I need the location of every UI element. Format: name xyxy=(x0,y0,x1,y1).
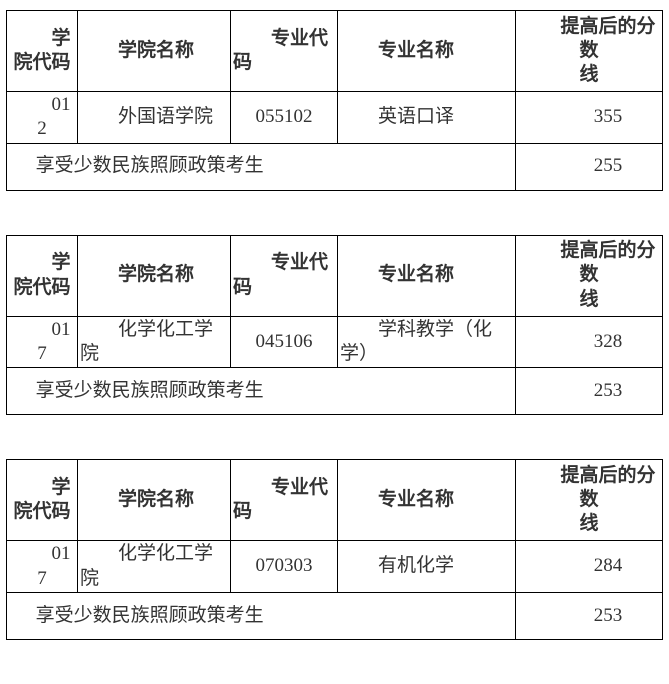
cell-college-code: 012 xyxy=(6,91,78,144)
col-header-major-code: 专业代 码 xyxy=(230,10,338,92)
cell-policy-label: 享受少数民族照顾政策考生 xyxy=(6,367,516,416)
col-header-college-name: 学院名称 xyxy=(77,234,231,317)
cell-college-name: 外国语学院 xyxy=(77,91,231,144)
cell-major-name: 学科教学（化学） xyxy=(337,315,516,369)
col-header-major-name: 专业名称 xyxy=(337,10,516,92)
header-row: 学 院代码 学院名称 专业代 码 专业名称 提高后的分数 线 xyxy=(6,10,663,92)
policy-row: 享受少数民族照顾政策考生 255 xyxy=(6,142,663,191)
cell-major-name: 有机化学 xyxy=(337,540,516,593)
col-header-major-code: 专业代 码 xyxy=(230,234,338,317)
header-row: 学 院代码 学院名称 专业代 码 专业名称 提高后的分数 线 xyxy=(6,234,663,317)
col-header-raised-score: 提高后的分数 线 xyxy=(515,234,663,317)
page: { "page": { "background": "#ffffff", "te… xyxy=(6,10,663,640)
table-row: 017 化学化工学院 070303 有机化学 284 xyxy=(6,540,663,593)
cell-policy-score: 253 xyxy=(515,591,663,640)
col-header-raised-score: 提高后的分数 线 xyxy=(515,459,663,542)
cell-raised-score: 355 xyxy=(515,91,663,144)
admission-score-table-1: 学 院代码 学院名称 专业代 码 专业名称 提高后的分数 线 012 外国语学院… xyxy=(6,10,663,191)
col-header-major-name: 专业名称 xyxy=(337,459,516,542)
cell-major-code: 045106 xyxy=(230,315,338,369)
cell-policy-label: 享受少数民族照顾政策考生 xyxy=(6,591,516,640)
col-header-college-code: 学 院代码 xyxy=(6,10,78,92)
col-header-major-code: 专业代 码 xyxy=(230,459,338,542)
cell-college-code: 017 xyxy=(6,315,78,369)
cell-policy-score: 255 xyxy=(515,142,663,191)
cell-major-code: 070303 xyxy=(230,540,338,593)
table-row: 017 化学化工学院 045106 学科教学（化学） 328 xyxy=(6,315,663,369)
header-row: 学 院代码 学院名称 专业代 码 专业名称 提高后的分数 线 xyxy=(6,459,663,542)
col-header-college-name: 学院名称 xyxy=(77,459,231,542)
policy-row: 享受少数民族照顾政策考生 253 xyxy=(6,591,663,640)
admission-score-table-2: 学 院代码 学院名称 专业代 码 专业名称 提高后的分数 线 017 化学化工学… xyxy=(6,234,663,416)
cell-college-name: 化学化工学院 xyxy=(77,540,231,593)
cell-college-name: 化学化工学院 xyxy=(77,315,231,369)
table-row: 012 外国语学院 055102 英语口译 355 xyxy=(6,91,663,144)
admission-score-table-3: 学 院代码 学院名称 专业代 码 专业名称 提高后的分数 线 017 化学化工学… xyxy=(6,459,663,640)
col-header-raised-score: 提高后的分数 线 xyxy=(515,10,663,92)
cell-policy-label: 享受少数民族照顾政策考生 xyxy=(6,142,516,191)
cell-college-code: 017 xyxy=(6,540,78,593)
cell-policy-score: 253 xyxy=(515,367,663,416)
policy-row: 享受少数民族照顾政策考生 253 xyxy=(6,367,663,416)
col-header-college-code: 学 院代码 xyxy=(6,459,78,542)
col-header-major-name: 专业名称 xyxy=(337,234,516,317)
cell-major-code: 055102 xyxy=(230,91,338,144)
col-header-college-code: 学 院代码 xyxy=(6,234,78,317)
cell-raised-score: 284 xyxy=(515,540,663,593)
cell-raised-score: 328 xyxy=(515,315,663,369)
cell-major-name: 英语口译 xyxy=(337,91,516,144)
col-header-college-name: 学院名称 xyxy=(77,10,231,92)
